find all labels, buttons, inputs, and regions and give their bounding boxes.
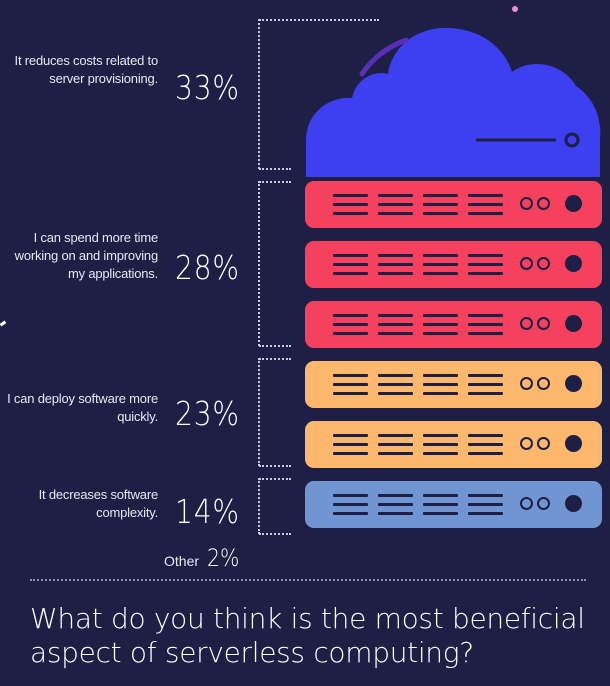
- server-led-icon: [520, 197, 533, 210]
- server-unit: [305, 361, 602, 408]
- value-2: 2%: [207, 544, 240, 572]
- value-28: 28%: [175, 248, 240, 287]
- server-led-icon: [537, 197, 550, 210]
- server-vent-icon: [333, 491, 503, 519]
- server-vent-icon: [333, 191, 503, 219]
- server-unit: [305, 301, 602, 348]
- server-unit: [305, 481, 602, 528]
- question-title: What do you think is the most beneficial…: [30, 602, 585, 669]
- server-power-icon: [565, 375, 582, 392]
- server-led-icon: [537, 317, 550, 330]
- server-vent-icon: [333, 431, 503, 459]
- server-led-icon: [520, 497, 533, 510]
- label-other: Other: [164, 553, 200, 569]
- decorative-dot: [512, 6, 518, 12]
- server-led-icon: [520, 377, 533, 390]
- server-power-icon: [565, 435, 582, 452]
- server-led-icon: [537, 377, 550, 390]
- label-spend-more-time: I can spend more time working on and imp…: [14, 230, 159, 281]
- label-reduces-costs: It reduces costs related to server provi…: [14, 53, 159, 86]
- server-led-icon: [520, 257, 533, 270]
- cloud-icon: [306, 27, 601, 178]
- server-vent-icon: [333, 311, 503, 339]
- server-led-icon: [537, 257, 550, 270]
- server-unit: [305, 421, 602, 468]
- server-power-icon: [565, 315, 582, 332]
- value-23: 23%: [175, 394, 240, 433]
- value-33: 33%: [175, 68, 240, 107]
- server-vent-icon: [333, 251, 503, 279]
- label-deploy-quickly: I can deploy software more quickly.: [7, 391, 158, 424]
- server-unit: [305, 181, 602, 228]
- server-power-icon: [565, 495, 582, 512]
- server-power-icon: [565, 255, 582, 272]
- server-led-icon: [520, 317, 533, 330]
- server-led-icon: [537, 497, 550, 510]
- server-unit: [305, 241, 602, 288]
- value-14: 14%: [175, 492, 240, 531]
- decorative-dash: [0, 320, 7, 327]
- server-led-icon: [520, 437, 533, 450]
- server-led-icon: [537, 437, 550, 450]
- server-vent-icon: [333, 371, 503, 399]
- label-decreases-complexity: It decreases software complexity.: [38, 487, 159, 520]
- server-power-icon: [565, 195, 582, 212]
- divider: [30, 579, 586, 581]
